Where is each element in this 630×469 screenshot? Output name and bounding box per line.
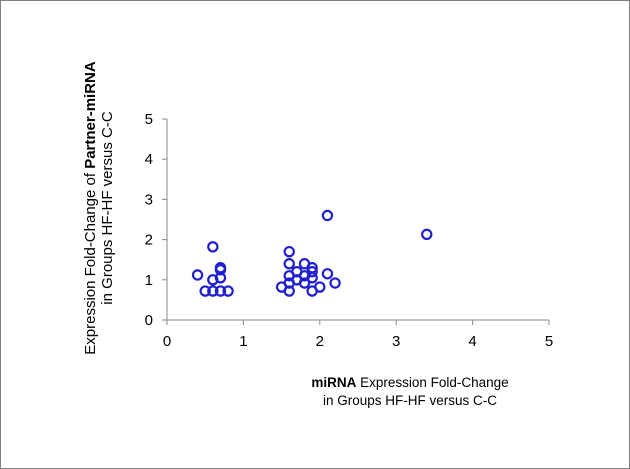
- data-point: [314, 281, 326, 293]
- data-points: [191, 209, 433, 297]
- data-point: [191, 269, 204, 281]
- x-tick-label: 0: [163, 333, 171, 350]
- data-point: [222, 285, 234, 297]
- y-axis-title-line1-plain: Expression Fold-Change of: [82, 168, 99, 355]
- data-point: [214, 264, 227, 276]
- y-axis-title-line2: in Groups HF-HF versus C-C: [99, 111, 116, 305]
- x-axis-title-line1-bold: miRNA: [311, 375, 357, 390]
- data-point: [298, 277, 311, 289]
- y-tick-labels: 0 1 2 3 4 5: [145, 111, 153, 329]
- data-point: [214, 285, 227, 297]
- y-tick-label: 4: [145, 151, 153, 168]
- y-tick-label: 3: [145, 191, 153, 208]
- data-point: [306, 272, 318, 284]
- axes: [162, 118, 550, 325]
- y-tick-label: 0: [145, 312, 153, 329]
- x-tick-label: 4: [468, 333, 476, 350]
- data-point: [214, 272, 227, 284]
- data-point: [306, 266, 318, 278]
- data-point: [321, 268, 334, 280]
- x-tick-label: 2: [316, 333, 324, 350]
- data-point: [329, 277, 341, 289]
- x-axis-title-line1-rest: Expression Fold-Change: [356, 375, 509, 390]
- data-point: [207, 241, 219, 253]
- y-tick-label: 5: [145, 111, 153, 128]
- x-tick-label: 5: [545, 333, 553, 350]
- y-tick-label: 2: [145, 232, 153, 249]
- x-tick-label: 3: [392, 333, 400, 350]
- data-point: [283, 258, 295, 270]
- data-point: [421, 228, 433, 241]
- data-point: [321, 209, 334, 222]
- y-axis-title: Expression Fold-Change of Partner-miRNA …: [82, 28, 116, 388]
- x-tick-labels: 0 1 2 3 4 5: [163, 333, 553, 350]
- data-point: [207, 285, 219, 297]
- data-point: [199, 285, 211, 297]
- x-axis-title: miRNA Expression Fold-Change in Groups H…: [260, 374, 560, 410]
- data-point: [283, 245, 295, 258]
- data-point: [207, 274, 219, 286]
- data-point: [283, 285, 295, 297]
- x-axis-title-line2: in Groups HF-HF versus C-C: [322, 393, 498, 408]
- x-tick-label: 1: [239, 333, 247, 350]
- y-axis-title-line1-bold: Partner-miRNA: [82, 61, 99, 169]
- y-tick-label: 1: [145, 272, 153, 289]
